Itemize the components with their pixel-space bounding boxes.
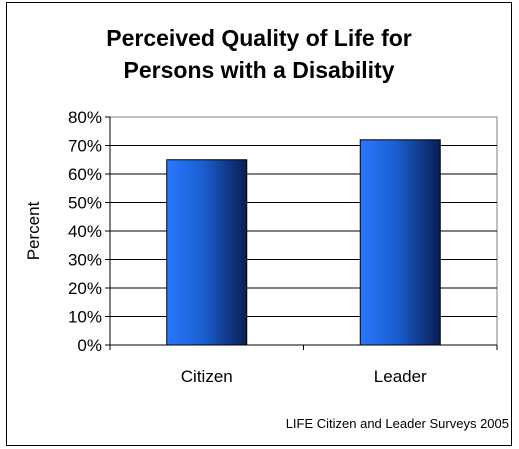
y-tick-label: 30%	[68, 251, 102, 270]
y-tick-label: 0%	[77, 336, 102, 355]
x-tick-label-leader: Leader	[374, 367, 427, 386]
bar-citizen	[166, 159, 248, 346]
chart-title-line-2: Persons with a Disability	[123, 57, 395, 83]
chart-title-line-1: Perceived Quality of Life for	[106, 25, 412, 51]
y-tick-label: 50%	[68, 194, 102, 213]
y-tick-label: 10%	[68, 308, 102, 327]
bar-leader	[359, 139, 441, 346]
y-tick-label: 60%	[68, 165, 102, 184]
y-tick-label: 70%	[68, 137, 102, 156]
y-tick-label: 80%	[68, 108, 102, 127]
x-tick-label-citizen: Citizen	[181, 367, 233, 386]
chart-title: Perceived Quality of Life for Persons wi…	[6, 22, 512, 86]
y-axis-label: Percent	[24, 201, 43, 260]
y-tick-label: 40%	[68, 222, 102, 241]
source-note: LIFE Citizen and Leader Surveys 2005	[285, 416, 509, 431]
chart-frame	[6, 2, 512, 446]
y-tick-label: 20%	[68, 279, 102, 298]
